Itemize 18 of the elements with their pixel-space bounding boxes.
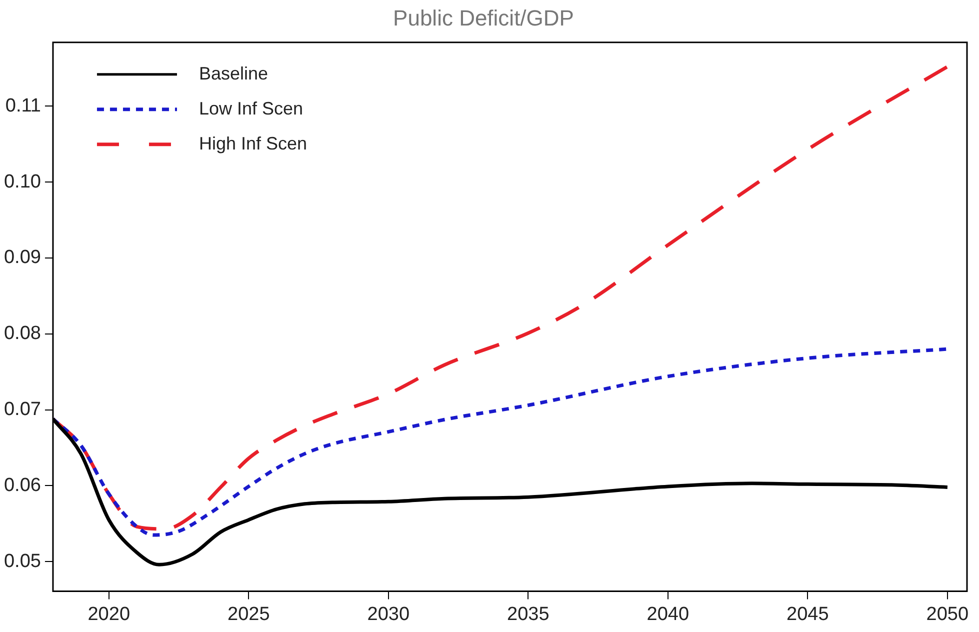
legend-label: High Inf Scen (198, 133, 308, 154)
x-tick-label: 2050 (926, 604, 969, 625)
y-tick-label: 0.06 (4, 474, 41, 496)
y-tick-label: 0.11 (5, 95, 41, 116)
y-tick-label: 0.09 (4, 247, 41, 268)
x-tick-label: 2025 (228, 604, 270, 625)
y-tick-label: 0.07 (4, 399, 41, 420)
x-tick-label: 2030 (367, 604, 410, 625)
chart-title: Public Deficit/GDP (393, 5, 574, 30)
y-tick-label: 0.08 (4, 323, 41, 344)
y-tick-label: 0.10 (4, 171, 41, 192)
x-tick-label: 2020 (88, 604, 130, 625)
x-tick-label: 2045 (786, 604, 829, 625)
x-tick-label: 2040 (646, 604, 690, 625)
legend-label: Baseline (198, 63, 268, 84)
x-tick-label: 2035 (507, 604, 550, 625)
legend-label: Low Inf Scen (198, 98, 304, 118)
y-tick-label: 0.05 (4, 550, 41, 572)
